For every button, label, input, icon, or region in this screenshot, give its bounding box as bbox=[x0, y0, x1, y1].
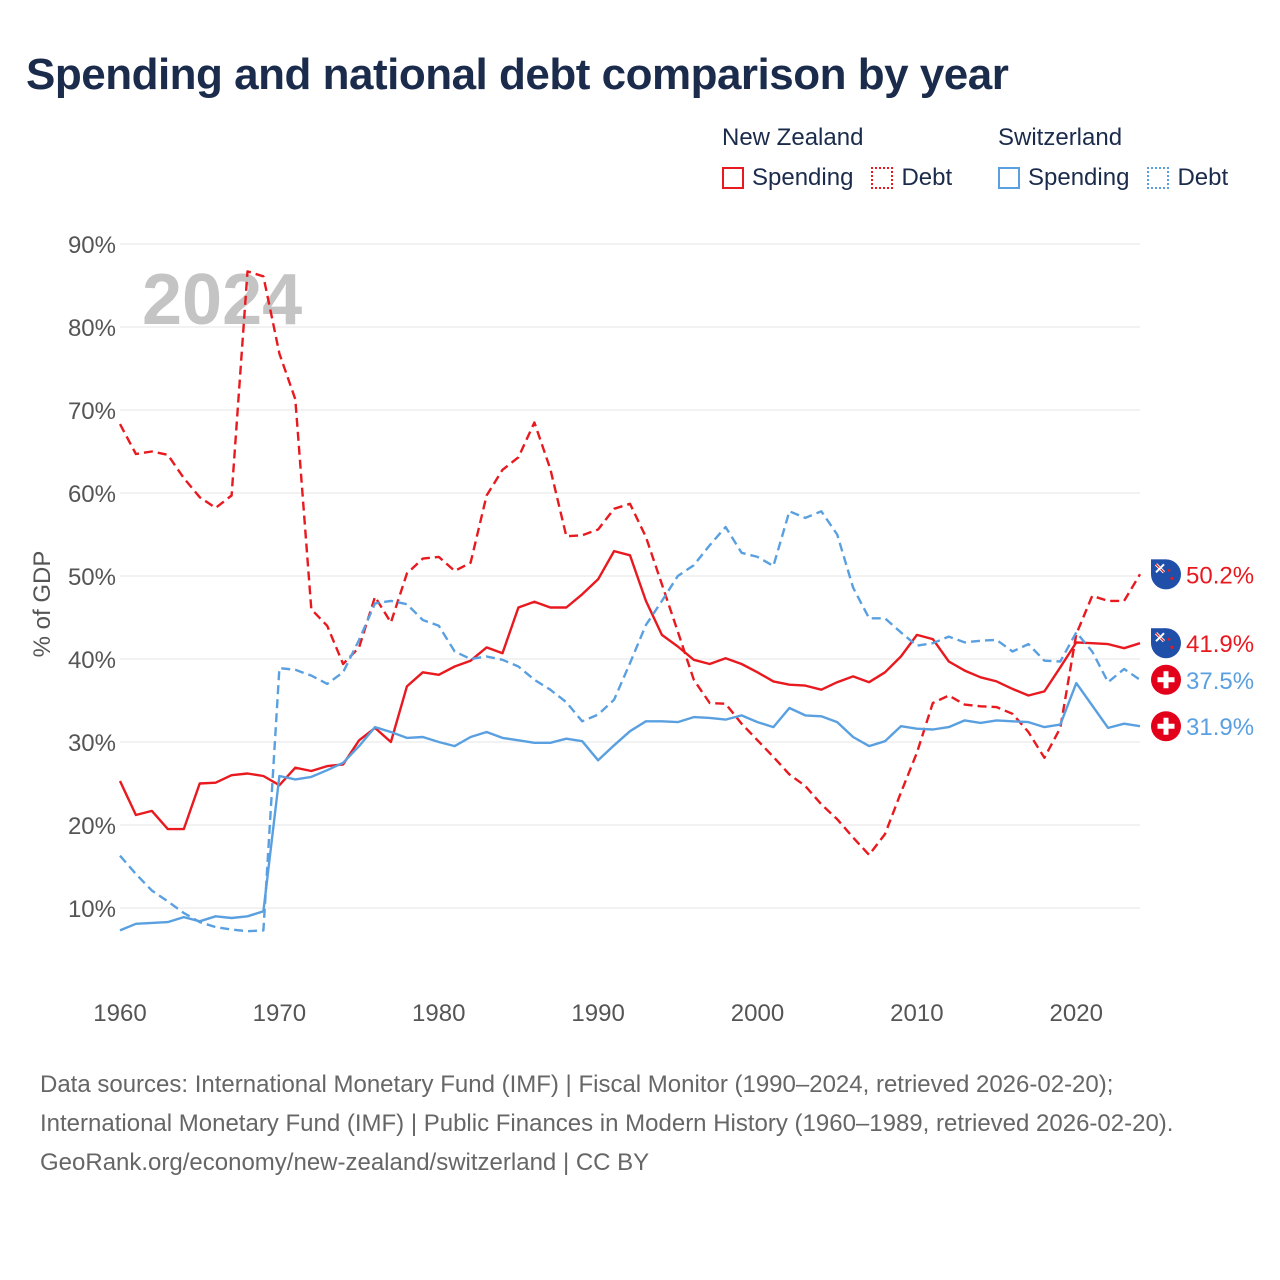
end-marker-nz bbox=[1151, 559, 1181, 590]
footer: Data sources: International Monetary Fun… bbox=[40, 1065, 1240, 1182]
x-tick-label: 1990 bbox=[571, 1000, 624, 1027]
y-tick-label: 20% bbox=[68, 813, 116, 840]
x-tick-label: 2010 bbox=[890, 1000, 943, 1027]
solid-line-swatch-icon bbox=[722, 167, 744, 189]
end-value-label: 31.9% bbox=[1186, 714, 1254, 741]
y-tick-label: 70% bbox=[68, 398, 116, 425]
solid-line-swatch-icon bbox=[998, 167, 1020, 189]
y-tick-label: 50% bbox=[68, 564, 116, 591]
end-marker-ch bbox=[1151, 664, 1181, 695]
legend-item-ch-spending[interactable]: Spending bbox=[998, 164, 1129, 192]
series-line-new-zealand-debt[interactable] bbox=[118, 270, 1142, 857]
series-line-switzerland-debt[interactable] bbox=[119, 510, 1141, 933]
year-watermark: 2024 bbox=[142, 260, 302, 340]
y-tick-label: 30% bbox=[68, 730, 116, 757]
y-tick-label: 10% bbox=[68, 896, 116, 923]
data-sources: Data sources: International Monetary Fun… bbox=[40, 1071, 1174, 1137]
y-tick-label: 40% bbox=[68, 647, 116, 674]
legend-item-label: Spending bbox=[752, 164, 854, 191]
legend-item-label: Debt bbox=[1177, 164, 1229, 191]
end-value-label: 37.5% bbox=[1186, 668, 1254, 695]
x-tick-label: 2020 bbox=[1050, 1000, 1103, 1027]
dotted-line-swatch-icon bbox=[871, 167, 894, 189]
x-tick-label: 1960 bbox=[93, 1000, 146, 1027]
chart-title: Spending and national debt comparison by… bbox=[26, 50, 1009, 99]
y-tick-label: 60% bbox=[68, 481, 116, 508]
legend-item-label: Spending bbox=[1028, 164, 1130, 191]
legend-country-label: Switzerland bbox=[998, 124, 1123, 151]
y-tick-label: 90% bbox=[68, 232, 116, 259]
legend-item-ch-debt[interactable]: Debt bbox=[1147, 164, 1228, 192]
legend-switzerland: Switzerland Spending Debt bbox=[998, 124, 1228, 192]
series-line-switzerland-spending[interactable] bbox=[119, 681, 1141, 932]
end-marker-ch bbox=[1151, 711, 1181, 742]
end-value-label: 41.9% bbox=[1186, 631, 1254, 658]
x-tick-label: 1980 bbox=[412, 1000, 465, 1027]
legend-country-label: New Zealand bbox=[722, 124, 864, 151]
dotted-line-swatch-icon bbox=[1147, 167, 1170, 189]
y-axis-label: % of GDP bbox=[29, 551, 56, 658]
legend-item-label: Debt bbox=[901, 164, 953, 191]
end-marker-nz bbox=[1151, 628, 1181, 659]
legend-new-zealand: New Zealand Spending Debt bbox=[722, 124, 970, 192]
legend-item-nz-debt[interactable]: Debt bbox=[871, 164, 952, 192]
x-tick-label: 1970 bbox=[253, 1000, 306, 1027]
x-tick-label: 2000 bbox=[731, 1000, 784, 1027]
legend-item-nz-spending[interactable]: Spending bbox=[722, 164, 853, 192]
line-chart: 2024 10% 20% 30% 40% 50% 60% 70% 80% 90% 1960 197… bbox=[29, 232, 1254, 1027]
credit-link[interactable]: GeoRank.org/economy/new-zealand/switzerl… bbox=[40, 1149, 650, 1176]
end-value-label: 50.2% bbox=[1186, 562, 1254, 589]
y-tick-label: 80% bbox=[68, 315, 116, 342]
series-line-new-zealand-spending[interactable] bbox=[118, 549, 1141, 831]
